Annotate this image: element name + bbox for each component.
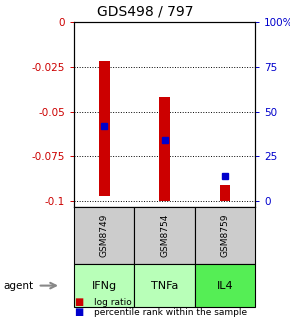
Bar <box>99 61 110 196</box>
Text: GSM8759: GSM8759 <box>220 213 229 257</box>
Text: IL4: IL4 <box>217 281 233 291</box>
Text: ■: ■ <box>74 307 83 318</box>
Text: agent: agent <box>3 281 33 291</box>
Text: log ratio: log ratio <box>94 298 132 307</box>
Bar <box>220 185 231 201</box>
Text: IFNg: IFNg <box>92 281 117 291</box>
Text: GSM8754: GSM8754 <box>160 213 169 257</box>
Text: ■: ■ <box>74 297 83 307</box>
Text: percentile rank within the sample: percentile rank within the sample <box>94 308 247 317</box>
Bar <box>159 97 170 201</box>
Text: TNFa: TNFa <box>151 281 178 291</box>
Text: GDS498 / 797: GDS498 / 797 <box>97 5 193 19</box>
Text: GSM8749: GSM8749 <box>100 213 109 257</box>
